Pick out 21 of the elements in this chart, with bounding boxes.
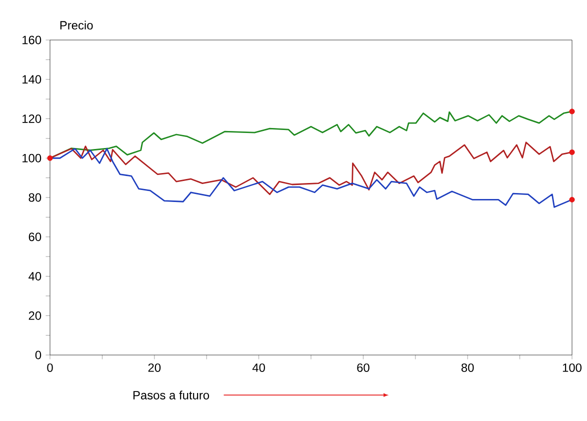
x-tick-label: 40 bbox=[252, 363, 265, 372]
y-tick-label: 100 bbox=[22, 154, 42, 162]
x-axis-title: Pasos a futuro bbox=[133, 390, 210, 400]
point bbox=[569, 196, 575, 202]
point bbox=[569, 108, 575, 114]
x-tick-label: 0 bbox=[47, 363, 53, 372]
y-axis-title: Precio bbox=[60, 20, 93, 30]
y-tick-label: 120 bbox=[22, 114, 42, 123]
x-tick-label: 100 bbox=[562, 363, 582, 372]
y-tick-label: 60 bbox=[28, 232, 42, 242]
y-tick-label: 0 bbox=[35, 350, 42, 360]
point bbox=[569, 149, 575, 156]
y-tick-label: 20 bbox=[28, 311, 42, 320]
y-tick-label: 80 bbox=[28, 193, 42, 202]
y-tick-label: 140 bbox=[22, 75, 42, 84]
x-tick-label: 80 bbox=[461, 363, 474, 372]
x-tick-label: 20 bbox=[148, 363, 161, 372]
point bbox=[47, 155, 53, 161]
x-tick-label: 60 bbox=[357, 363, 370, 372]
y-tick-label: 160 bbox=[22, 36, 42, 44]
y-tick-label: 40 bbox=[28, 272, 42, 280]
